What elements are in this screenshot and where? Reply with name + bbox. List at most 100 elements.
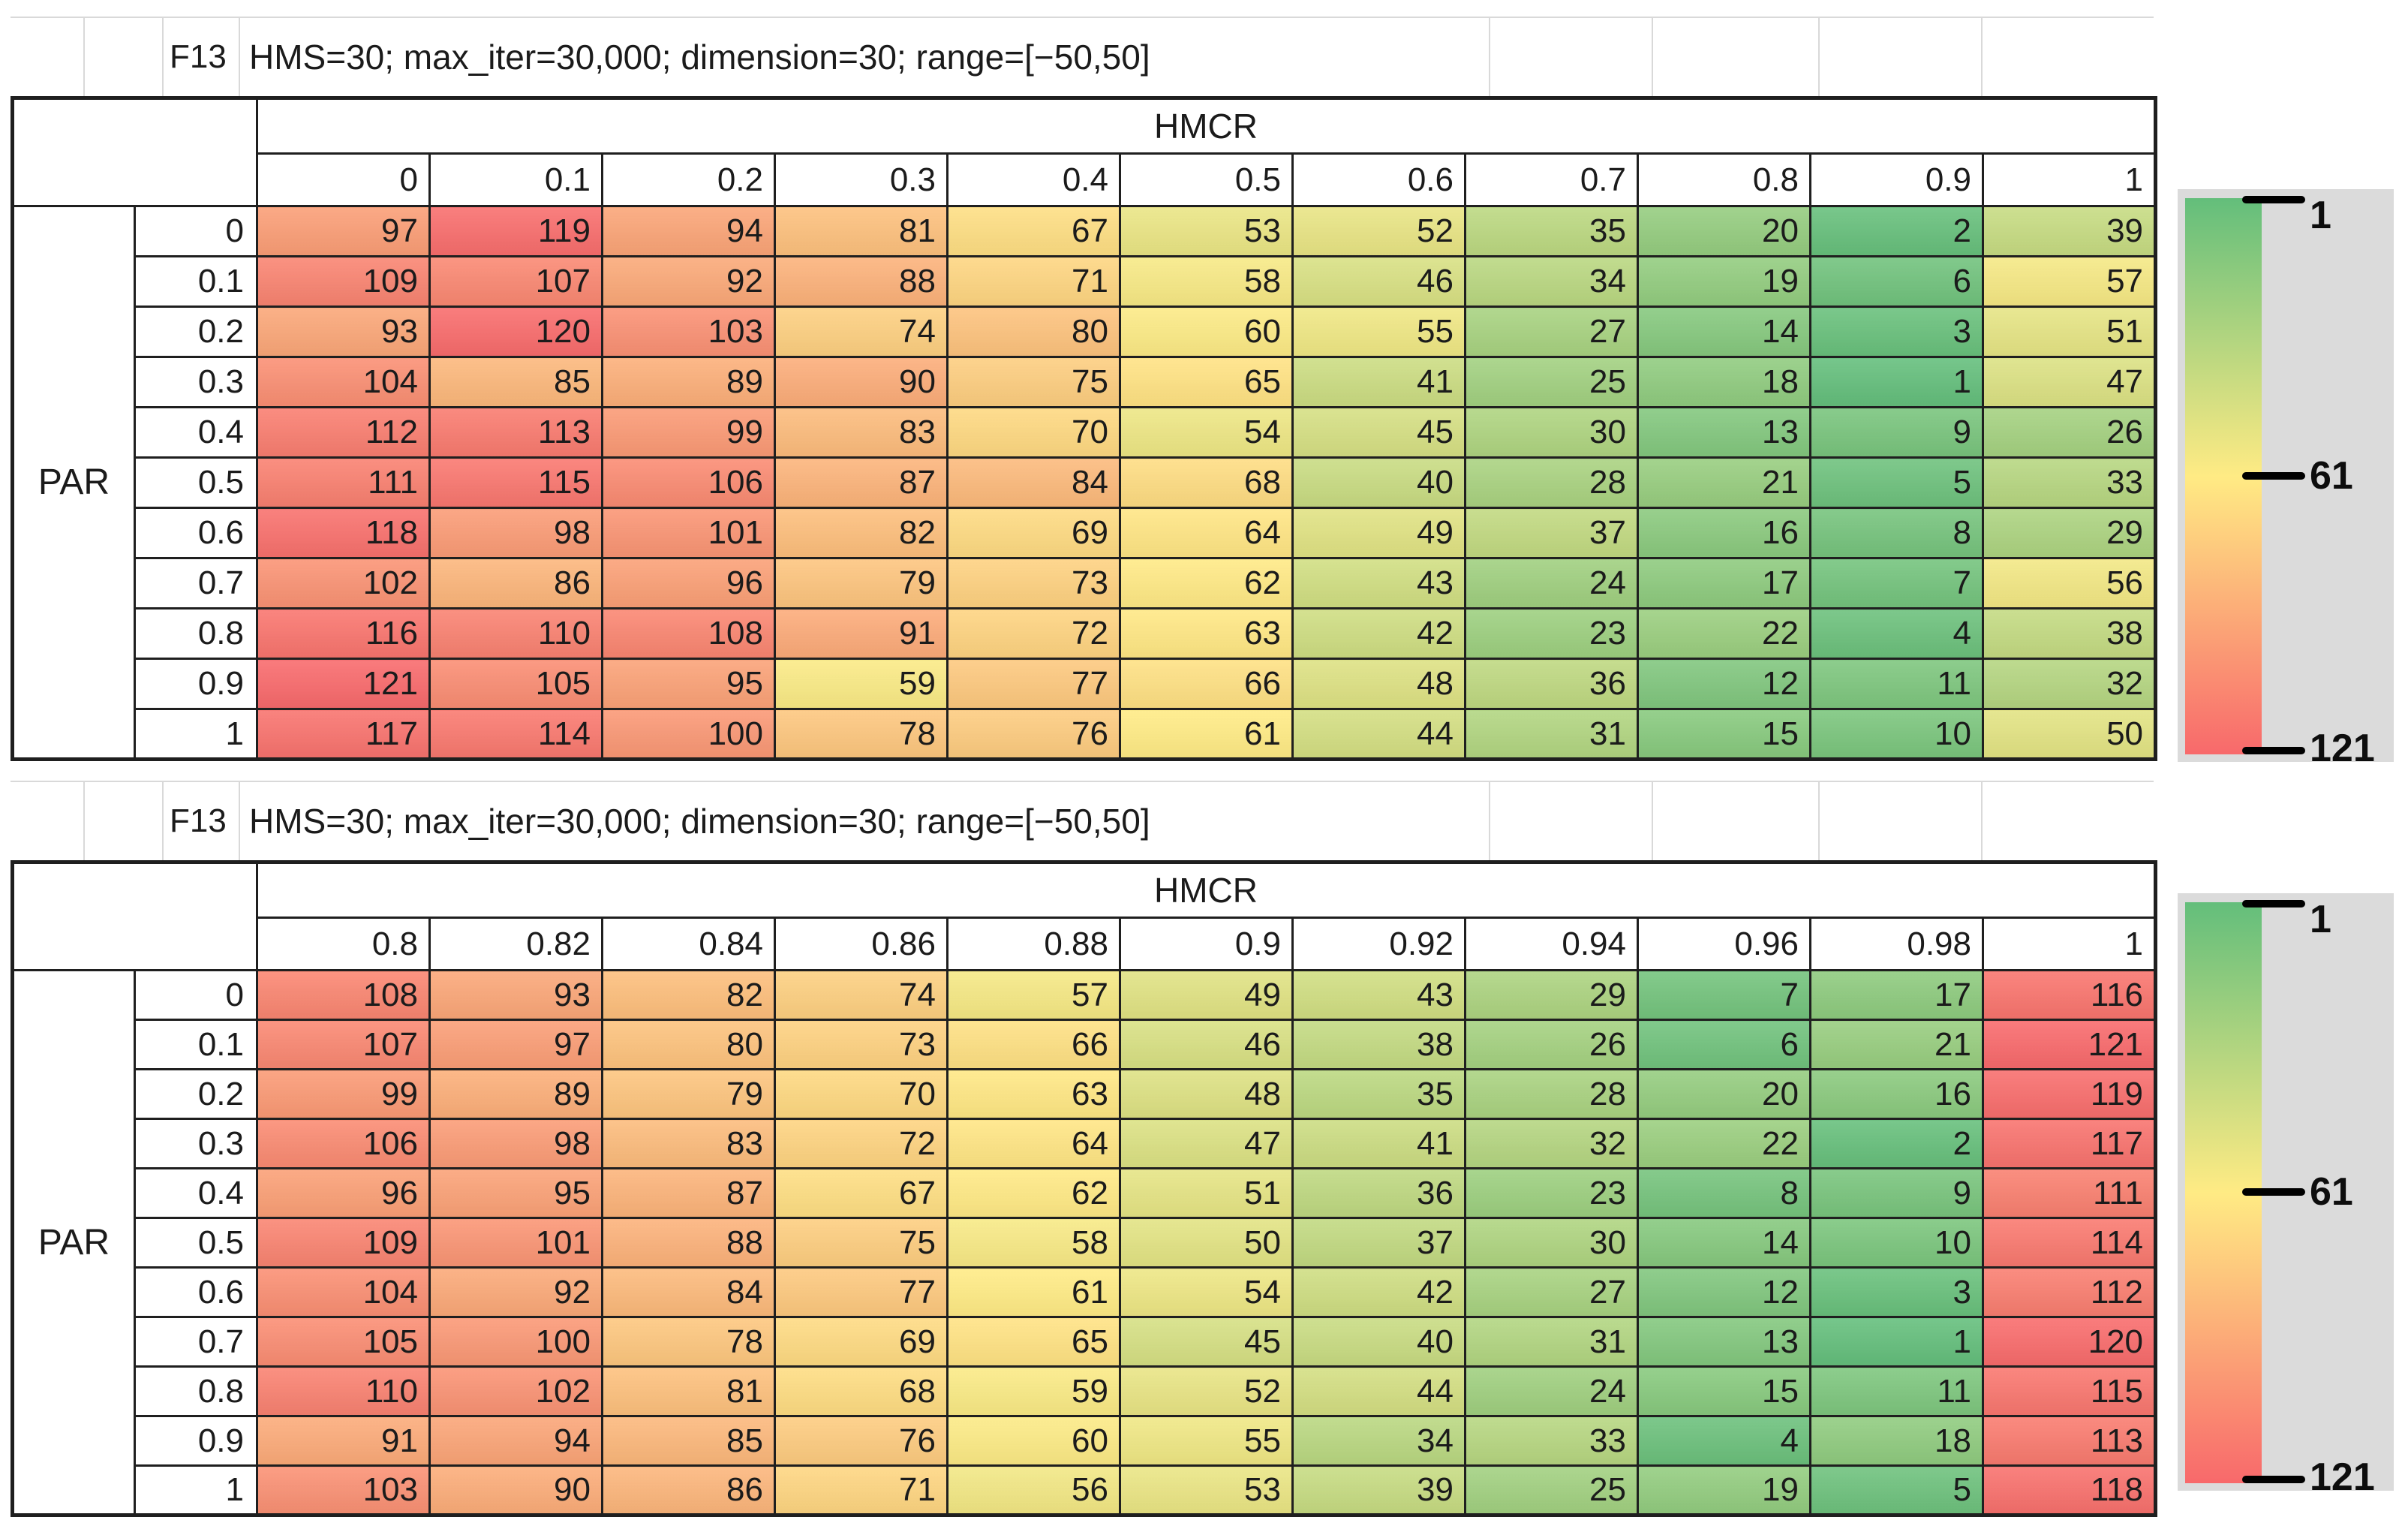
heatmap-data-cell: 89 — [428, 1068, 603, 1120]
col-group-row: HMCR — [11, 861, 2157, 971]
heatmap-data-cell: 109 — [256, 255, 431, 308]
table-row: PAR 0 97 119 94 81 67 53 52 35 20 2 39 — [11, 205, 2157, 760]
legend-tick-label: 121 — [2310, 1455, 2375, 1499]
heatmap-data-cell: 24 — [1464, 1365, 1639, 1417]
heatmap-data-cell: 19 — [1637, 1464, 1811, 1516]
heatmap-data-cell: 30 — [1464, 406, 1639, 459]
row-header-cell: 0.5 — [134, 456, 258, 509]
heatmap-data-cell: 7 — [1809, 557, 1984, 610]
heatmap-data-cell: 37 — [1464, 507, 1639, 559]
legend-tick-label: 1 — [2310, 194, 2331, 237]
heatmap-data-cell: 87 — [774, 456, 948, 509]
heatmap-data-cell: 62 — [946, 1167, 1121, 1219]
heatmap-data-cell: 8 — [1637, 1167, 1811, 1219]
heatmap-data-cell: 29 — [1464, 969, 1639, 1021]
heatmap-data-cell: 117 — [1981, 1118, 2157, 1169]
heatmap-data-cell: 84 — [946, 456, 1121, 509]
heatmap-data-cell: 51 — [1981, 306, 2157, 358]
heatmap-data-cell: 61 — [946, 1266, 1121, 1318]
table-row: 0.8 110 102 81 68 59 52 44 24 15 11 115 — [13, 1365, 2157, 1417]
heatmap-data-cell: 75 — [774, 1217, 948, 1269]
heatmap-data-cell: 88 — [601, 1217, 776, 1269]
heatmap-data-cell: 82 — [601, 969, 776, 1021]
table-row: PAR 0 108 93 82 74 57 49 43 29 7 17 116 — [11, 969, 2157, 1516]
heatmap-data-cell: 18 — [1809, 1415, 1984, 1467]
heatmap-data-cell: 114 — [428, 708, 603, 760]
heatmap-data-cell: 14 — [1637, 1217, 1811, 1269]
heatmap-data-cell: 28 — [1464, 1068, 1639, 1120]
heatmap-data-cell: 29 — [1981, 507, 2157, 559]
row-header-cell: 0.8 — [134, 607, 258, 660]
col-header-cell: 0.8 — [1637, 152, 1811, 207]
caption-spacer-cell — [11, 18, 85, 96]
legend-tick-min: 1 — [2242, 196, 2331, 235]
row-header-cell: 0.8 — [134, 1365, 258, 1417]
row-header-cell: 0.7 — [134, 557, 258, 610]
heatmap-data-cell: 64 — [1119, 507, 1294, 559]
heatmap-data-cell: 103 — [256, 1464, 431, 1516]
col-header-cell: 0.92 — [1291, 917, 1466, 971]
table-row: 0.9 91 94 85 76 60 55 34 33 4 18 113 — [13, 1415, 2157, 1467]
legend-tick-label: 61 — [2310, 453, 2353, 498]
function-id: F13 — [164, 18, 240, 96]
heatmap-data-cell: 83 — [601, 1118, 776, 1169]
heatmap-data-cell: 19 — [1637, 255, 1811, 308]
heatmap-data-cell: 10 — [1809, 708, 1984, 760]
col-header-cell: 0.8 — [256, 917, 431, 971]
heatmap-data-cell: 36 — [1464, 658, 1639, 710]
heatmap-data-cell: 80 — [601, 1019, 776, 1070]
legend-tick-max: 121 — [2242, 729, 2375, 768]
heatmap-data-cell: 90 — [428, 1464, 603, 1516]
heatmap-data-cell: 97 — [428, 1019, 603, 1070]
heatmap-data-cell: 25 — [1464, 356, 1639, 408]
table-row: 1 103 90 86 71 56 53 39 25 19 5 118 — [13, 1464, 2157, 1516]
heatmap-data-cell: 111 — [1981, 1167, 2157, 1219]
heatmap-data-cell: 6 — [1637, 1019, 1811, 1070]
row-header-cell: 0.2 — [134, 1068, 258, 1120]
heatmap-data-cell: 87 — [601, 1167, 776, 1219]
heatmap-data-cell: 46 — [1291, 255, 1466, 308]
heatmap-data-cell: 70 — [774, 1068, 948, 1120]
heatmap-data-cell: 37 — [1291, 1217, 1466, 1269]
caption-spacer-cell — [85, 18, 164, 96]
heatmap-data-cell: 34 — [1464, 255, 1639, 308]
caption-text: HMS=30; max_iter=30,000; dimension=30; r… — [240, 18, 1490, 96]
function-id: F13 — [164, 782, 240, 860]
heatmap-data-cell: 92 — [428, 1266, 603, 1318]
heatmap-data-cell: 20 — [1637, 1068, 1811, 1120]
legend-tick-label: 121 — [2310, 727, 2375, 770]
heatmap-data-cell: 121 — [256, 658, 431, 710]
table-row: 0.3 104 85 89 90 75 65 41 25 18 1 47 — [13, 356, 2157, 408]
heatmap-data-cell: 59 — [774, 658, 948, 710]
column-headers-row: 0 0.1 0.2 0.3 0.4 0.5 0.6 0.7 0.8 0.9 1 — [13, 152, 2157, 207]
table-row: 0.7 105 100 78 69 65 45 40 31 13 1 120 — [13, 1316, 2157, 1368]
heatmap-data-cell: 16 — [1637, 507, 1811, 559]
heatmap-data-cell: 93 — [256, 306, 431, 358]
caption-text: HMS=30; max_iter=30,000; dimension=30; r… — [240, 782, 1490, 860]
heatmap-data-cell: 91 — [774, 607, 948, 660]
heatmap-data-cell: 53 — [1119, 1464, 1294, 1516]
legend-tick-mid: 61 — [2242, 1172, 2353, 1211]
heatmap-data-cell: 18 — [1637, 356, 1811, 408]
heatmap-data-cell: 44 — [1291, 708, 1466, 760]
heatmap-data-cell: 56 — [1981, 557, 2157, 610]
heatmap-data-cell: 56 — [946, 1464, 1121, 1516]
heatmap-data-cell: 31 — [1464, 708, 1639, 760]
heatmap-data-cell: 110 — [256, 1365, 431, 1417]
heatmap-data-cell: 6 — [1809, 255, 1984, 308]
heatmap-data-cell: 27 — [1464, 1266, 1639, 1318]
heatmap-data-cell: 38 — [1981, 607, 2157, 660]
heatmap-data-cell: 102 — [256, 557, 431, 610]
heatmap-data-cell: 73 — [774, 1019, 948, 1070]
table-row: 0.9 121 105 95 59 77 66 48 36 12 11 32 — [13, 658, 2157, 710]
col-header-cell: 0.88 — [946, 917, 1121, 971]
heatmap-data-cell: 25 — [1464, 1464, 1639, 1516]
col-header-cell: 0.98 — [1809, 917, 1984, 971]
heatmap-data-cell: 1 — [1809, 356, 1984, 408]
heatmap-data-cell: 54 — [1119, 406, 1294, 459]
col-header-cell: 0.9 — [1119, 917, 1294, 971]
heatmap-data-cell: 52 — [1119, 1365, 1294, 1417]
heatmap-data-cell: 85 — [428, 356, 603, 408]
heatmap-data-cell: 39 — [1291, 1464, 1466, 1516]
heatmap-data-cell: 55 — [1291, 306, 1466, 358]
